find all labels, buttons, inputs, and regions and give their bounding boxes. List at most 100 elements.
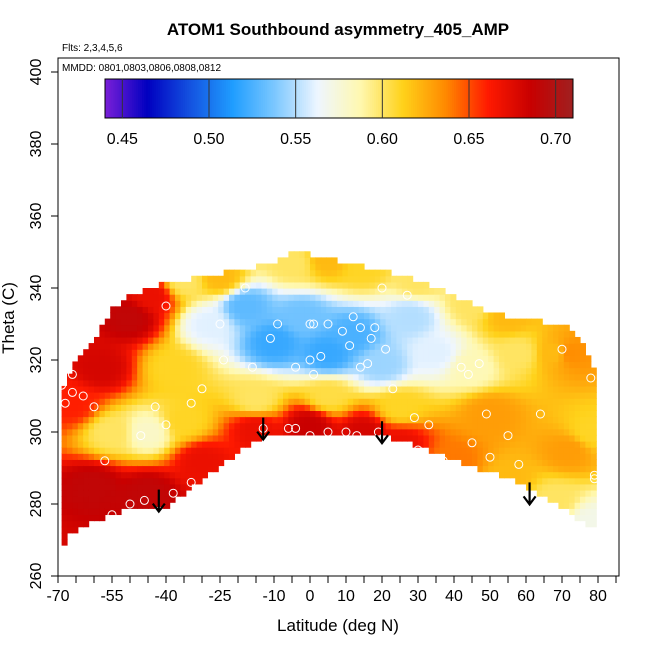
heatmap-cell <box>261 281 268 289</box>
heatmap-cell <box>277 318 284 326</box>
heatmap-cell <box>83 502 90 509</box>
heatmap-cell <box>272 330 279 338</box>
heatmap-cell <box>72 434 79 442</box>
heatmap-cell <box>304 294 311 301</box>
heatmap-cell <box>304 324 311 332</box>
heatmap-cell <box>374 392 381 399</box>
heatmap-cell <box>439 294 446 301</box>
heatmap-cell <box>310 330 316 338</box>
heatmap-cell <box>250 373 257 381</box>
heatmap-cell <box>428 324 435 332</box>
heatmap-cell <box>353 275 360 283</box>
heatmap-cell <box>542 422 549 430</box>
heatmap-cell <box>169 306 176 314</box>
heatmap-cell <box>499 434 505 442</box>
heatmap-cell <box>590 392 597 399</box>
heatmap-cell <box>153 404 160 411</box>
heatmap-cell <box>158 379 165 387</box>
heatmap-cell <box>256 404 262 411</box>
heatmap-cell <box>148 385 154 393</box>
heatmap-cell <box>137 343 144 350</box>
heatmap-cell <box>115 361 122 369</box>
heatmap-cell <box>401 361 408 369</box>
heatmap-cell <box>499 453 505 460</box>
heatmap-cell <box>142 453 149 460</box>
heatmap-cell <box>407 434 414 442</box>
heatmap-cell <box>445 434 451 442</box>
heatmap-cell <box>266 373 273 381</box>
heatmap-cell <box>558 496 565 503</box>
heatmap-cell <box>245 318 252 326</box>
colorbar-swatch <box>116 79 120 118</box>
heatmap-cell <box>331 379 338 387</box>
heatmap-cell <box>202 453 208 460</box>
heatmap-cell <box>466 336 473 344</box>
heatmap-cell <box>439 441 446 448</box>
heatmap-cell <box>396 355 403 363</box>
heatmap-cell <box>158 306 165 314</box>
heatmap-cell <box>61 392 68 399</box>
heatmap-cell <box>472 324 478 332</box>
heatmap-cell <box>493 324 500 332</box>
heatmap-cell <box>407 275 414 283</box>
heatmap-cell <box>439 392 446 399</box>
heatmap-cell <box>99 392 106 399</box>
heatmap-cell <box>185 416 192 424</box>
heatmap-cell <box>137 373 144 381</box>
heatmap-cell <box>126 294 133 301</box>
heatmap-cell <box>131 324 138 332</box>
heatmap-cell <box>234 367 241 375</box>
heatmap-cell <box>83 398 90 405</box>
heatmap-cell <box>245 343 252 350</box>
heatmap-cell <box>148 361 154 369</box>
colorbar-swatch <box>405 79 408 118</box>
heatmap-cell <box>418 336 424 344</box>
heatmap-cell <box>293 263 300 271</box>
heatmap-cell <box>418 404 424 411</box>
heatmap-cell <box>385 410 392 418</box>
heatmap-cell <box>439 355 446 363</box>
heatmap-cell <box>374 275 381 283</box>
heatmap-cell <box>83 349 90 356</box>
x-tick-label: -40 <box>154 588 177 605</box>
heatmap-cell <box>558 343 565 350</box>
heatmap-cell <box>547 416 554 424</box>
heatmap-cell <box>272 269 279 277</box>
heatmap-cell <box>515 385 522 393</box>
heatmap-cell <box>148 483 154 491</box>
heatmap-cell <box>169 410 176 418</box>
heatmap-cell <box>67 434 73 442</box>
heatmap-cell <box>515 434 522 442</box>
heatmap-cell <box>239 416 246 424</box>
colorbar-swatch <box>184 79 188 118</box>
heatmap-cell <box>83 441 90 448</box>
colorbar-tick-label: 0.60 <box>367 131 398 148</box>
heatmap-cell <box>212 422 219 430</box>
y-tick-label: 400 <box>28 59 45 86</box>
colorbar-swatch <box>261 79 264 118</box>
heatmap-cell <box>315 312 322 320</box>
colorbar-swatch <box>537 79 541 118</box>
heatmap-cell <box>115 306 122 314</box>
heatmap-cell <box>164 410 171 418</box>
heatmap-cell <box>407 312 414 320</box>
heatmap-cell <box>531 324 538 332</box>
observation-point <box>309 319 319 329</box>
heatmap-cell <box>401 398 408 405</box>
heatmap-cell <box>536 385 543 393</box>
heatmap-cell <box>423 373 430 381</box>
heatmap-cell <box>439 288 446 295</box>
colorbar-swatch <box>142 79 145 118</box>
heatmap-cell <box>531 330 538 338</box>
heatmap-cell <box>153 306 160 314</box>
heatmap-cell <box>223 441 230 448</box>
heatmap-cell <box>218 361 225 369</box>
heatmap-cell <box>515 447 522 454</box>
heatmap-cell <box>385 422 392 430</box>
heatmap-cell <box>515 477 522 485</box>
heatmap-cell <box>353 269 360 277</box>
heatmap-cell <box>94 471 100 479</box>
colorbar-swatch <box>151 79 155 118</box>
heatmap-cell <box>358 373 365 381</box>
colorbar-swatch <box>448 79 451 118</box>
